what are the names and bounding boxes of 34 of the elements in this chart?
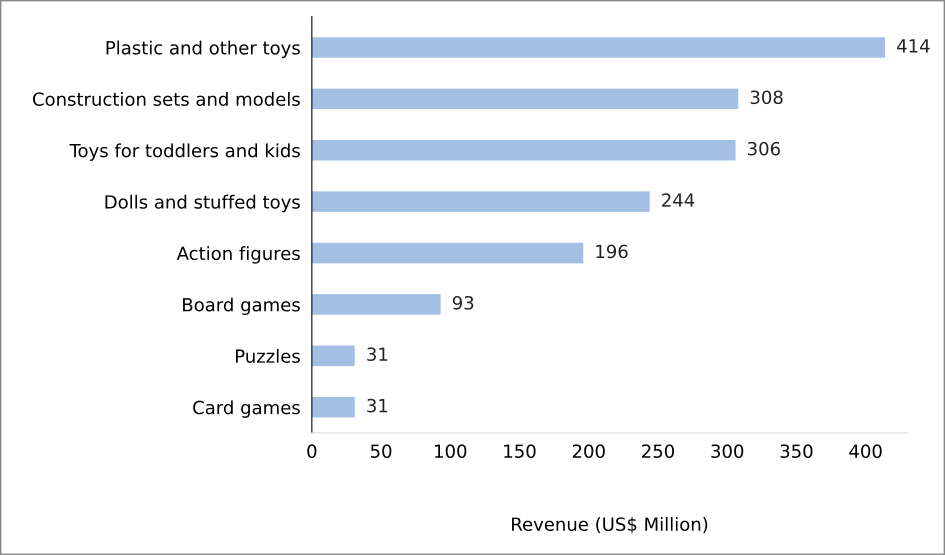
data-label: 414 (897, 39, 930, 52)
y-tick-label: Card games (193, 400, 300, 418)
data-label: 31 (367, 398, 388, 412)
y-tick-label: Toys for toddlers and kids (69, 143, 300, 161)
bar (312, 191, 650, 212)
x-tick-label: 300 (711, 444, 744, 458)
data-label: 308 (750, 90, 783, 104)
bar (312, 346, 355, 366)
data-label: 244 (662, 193, 694, 207)
bar (312, 396, 355, 418)
bar (312, 140, 736, 161)
x-tick-label: 100 (435, 444, 466, 458)
x-tick-label: 0 (307, 444, 316, 458)
x-tick-label: 400 (849, 444, 882, 458)
data-label: 196 (596, 244, 628, 258)
y-tick-label: Plastic and other toys (106, 40, 300, 58)
data-label: 31 (367, 347, 388, 362)
x-tick-label: 250 (642, 444, 674, 458)
data-label: 306 (748, 142, 780, 156)
data-label: 93 (452, 296, 474, 310)
y-tick-label: Board games (183, 298, 300, 316)
y-tick-label: Puzzles (236, 348, 300, 363)
x-tick-label: 150 (504, 444, 536, 458)
x-tick-label: 350 (780, 444, 812, 458)
y-tick-label: Construction sets and models (32, 92, 300, 106)
y-tick-label: Action figures (176, 246, 300, 264)
bar (312, 242, 584, 264)
x-tick-label: 200 (572, 444, 605, 458)
bar (312, 37, 886, 58)
y-tick-label: Dolls and stuffed toys (106, 194, 300, 212)
x-tick-label: 50 (370, 444, 392, 458)
bar (312, 88, 738, 110)
bar (312, 294, 441, 315)
x-axis-title: Revenue (US$ Million) (512, 517, 708, 534)
